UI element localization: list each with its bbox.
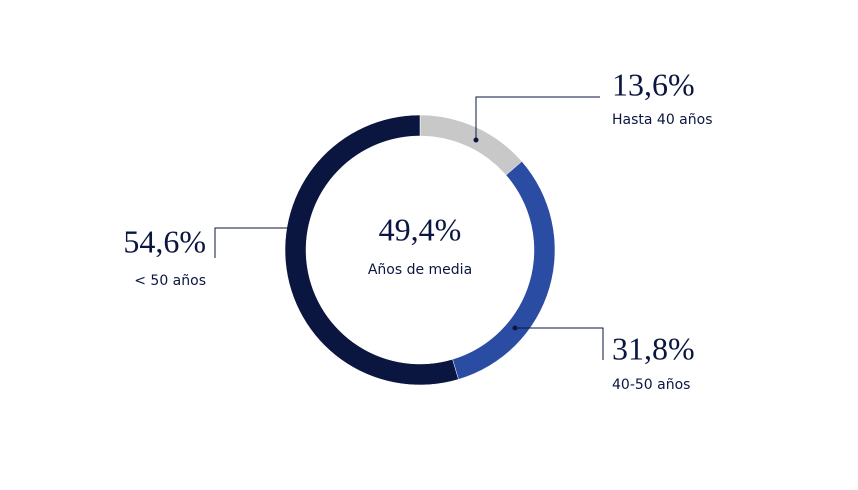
center-value: 49,4% xyxy=(379,211,462,247)
value-label: 13,6% xyxy=(612,66,695,102)
leader-line xyxy=(214,227,290,258)
leader-line xyxy=(475,96,600,140)
category-label: Hasta 40 años xyxy=(612,112,713,128)
category-label: < 50 años xyxy=(134,273,206,289)
value-label: 31,8% xyxy=(612,330,695,366)
center-label: Años de media xyxy=(368,262,472,278)
donut-segment xyxy=(419,114,523,176)
leader-dot xyxy=(512,325,518,331)
value-label: 54,6% xyxy=(123,223,206,259)
leader-line xyxy=(515,327,604,360)
category-label: 40-50 años xyxy=(612,377,690,393)
donut-segment xyxy=(284,114,459,386)
leader-dot xyxy=(473,137,479,143)
